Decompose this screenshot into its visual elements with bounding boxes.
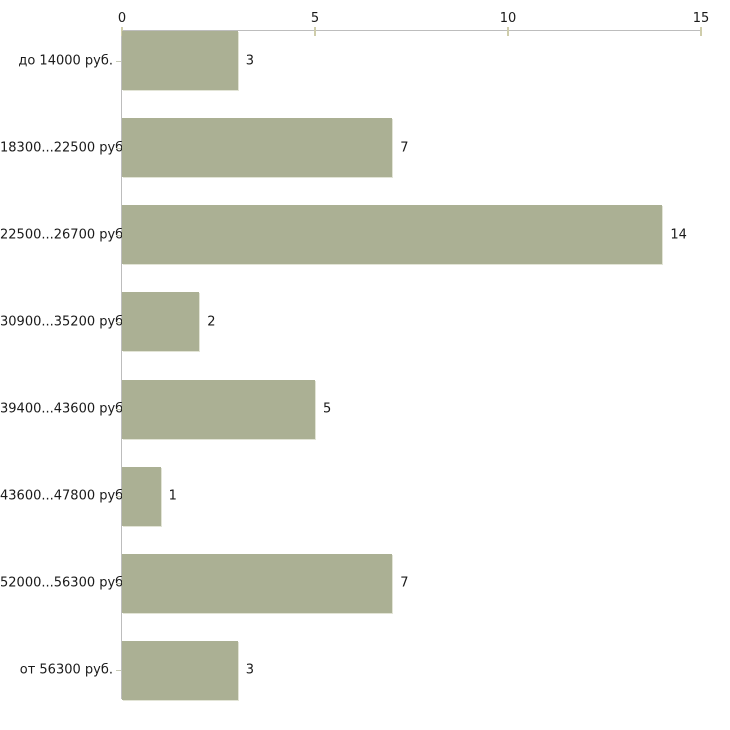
bar: [122, 118, 393, 178]
bar: [122, 292, 200, 352]
category-label: 52000...56300 руб.: [0, 575, 128, 591]
x-axis-tick-mark: [700, 27, 702, 36]
category-label: 18300...22500 руб.: [0, 140, 128, 156]
category-label: 22500...26700 руб.: [0, 227, 128, 243]
category-tick-mark: [116, 61, 121, 62]
value-label: 1: [168, 488, 177, 504]
value-label: 7: [400, 140, 409, 156]
x-axis-line: [122, 30, 701, 31]
category-tick-mark: [116, 583, 121, 584]
category-tick-mark: [116, 670, 121, 671]
value-label: 5: [323, 401, 332, 417]
category-tick-mark: [116, 322, 121, 323]
value-label: 14: [670, 227, 687, 243]
category-label: от 56300 руб.: [19, 662, 113, 678]
bar: [122, 640, 238, 700]
x-axis-tick-label: 0: [117, 11, 127, 26]
value-label: 2: [207, 314, 216, 330]
category-label: 43600...47800 руб.: [0, 488, 128, 504]
category-tick-mark: [116, 496, 121, 497]
bar: [122, 553, 393, 613]
value-label: 7: [400, 575, 409, 591]
value-label: 3: [245, 662, 255, 678]
x-axis-tick-label: 15: [692, 11, 710, 26]
x-axis-tick-mark: [507, 27, 509, 36]
bar: [122, 205, 663, 265]
category-label: до 14000 руб.: [18, 53, 113, 68]
bar: [122, 379, 315, 439]
x-axis-tick-mark: [314, 27, 316, 36]
category-tick-mark: [116, 148, 121, 149]
x-axis-tick-label: 10: [499, 11, 517, 26]
y-axis-line: [121, 30, 122, 699]
value-label: 3: [245, 53, 255, 68]
category-label: 39400...43600 руб.: [0, 401, 128, 417]
bar: [122, 31, 238, 90]
category-label: 30900...35200 руб.: [0, 314, 128, 330]
category-tick-mark: [116, 409, 121, 410]
bar: [122, 466, 161, 526]
category-tick-mark: [116, 235, 121, 236]
x-axis-tick-label: 5: [310, 11, 320, 26]
